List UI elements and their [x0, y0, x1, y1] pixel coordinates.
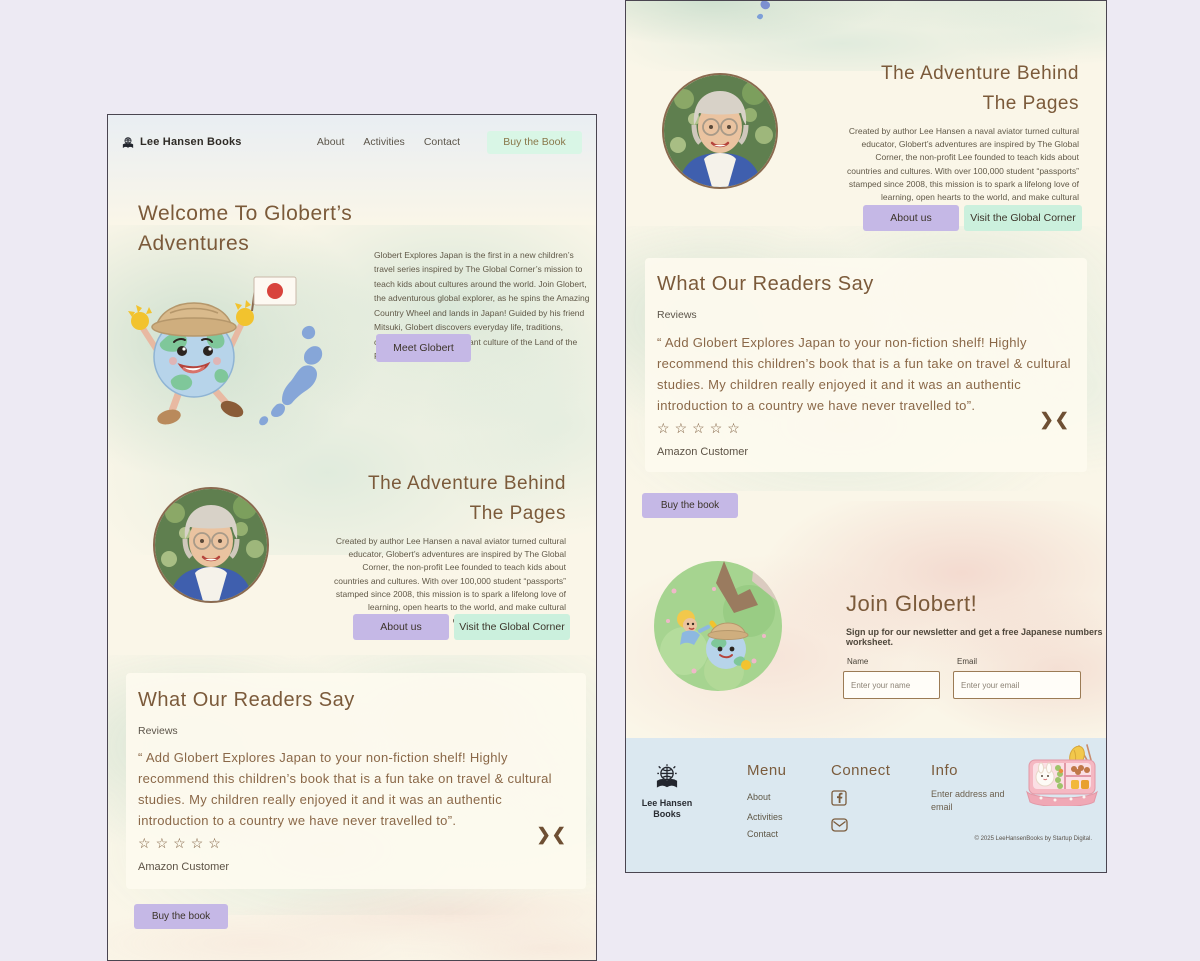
- star-icon: ☆: [155, 835, 174, 851]
- review-quote: “ Add Globert Explores Japan to your non…: [657, 335, 1071, 414]
- carousel-prev-icon[interactable]: ❮: [1054, 410, 1069, 429]
- reviews-label: Reviews: [138, 725, 178, 737]
- review-author: Amazon Customer: [657, 446, 749, 458]
- carousel-next-icon[interactable]: ❯: [1039, 410, 1054, 429]
- star-icon: ☆: [692, 420, 710, 436]
- nav-activities[interactable]: Activities: [363, 136, 405, 148]
- reviews-title: What Our Readers Say: [138, 689, 355, 711]
- brand-logo-icon: [122, 136, 134, 149]
- footer-link-contact[interactable]: Contact: [747, 829, 779, 839]
- name-field-wrap: [843, 671, 940, 699]
- name-label: Name: [847, 657, 869, 666]
- footer-link-activities[interactable]: Activities: [747, 812, 783, 822]
- footer-copyright: © 2025 LeeHansenBooks by Startup Digital…: [974, 836, 1093, 842]
- buy-the-book-button[interactable]: Buy the Book: [487, 130, 582, 154]
- website-mockup-top: Lee Hansen Books About Activities Contac…: [107, 114, 597, 961]
- about-paragraph: Created by author Lee Hansen a naval avi…: [847, 126, 1079, 215]
- star-icon: ☆: [657, 420, 675, 436]
- review-quote: “ Add Globert Explores Japan to your non…: [138, 750, 552, 829]
- visit-global-corner-button[interactable]: Visit the Global Corner: [964, 205, 1082, 231]
- about-title: The Adventure Behind The Pages: [880, 63, 1079, 115]
- footer-connect-title: Connect: [831, 762, 891, 779]
- buy-the-book-button[interactable]: Buy the book: [134, 904, 228, 929]
- footer-info-text: Enter address and email: [931, 789, 1005, 812]
- review-author: Amazon Customer: [138, 861, 230, 873]
- reviews-card: What Our Readers Say Reviews “ Add Globe…: [126, 673, 586, 889]
- meet-globert-button[interactable]: Meet Globert: [376, 334, 471, 362]
- footer-brand-line1: Lee Hansen: [641, 798, 693, 808]
- footer-link-about[interactable]: About: [747, 792, 771, 802]
- brand-name: Lee Hansen Books: [140, 136, 242, 148]
- star-icon: ☆: [190, 835, 209, 851]
- brand-logo-icon: [655, 764, 679, 795]
- carousel-prev-icon[interactable]: ❮: [551, 825, 566, 844]
- join-title: Join Globert!: [846, 591, 978, 616]
- email-input[interactable]: [953, 671, 1081, 699]
- star-icon: ☆: [208, 835, 226, 851]
- reviews-title: What Our Readers Say: [657, 273, 874, 295]
- site-footer: Lee Hansen Books Menu About Activities C…: [626, 738, 1106, 872]
- join-illustration: [654, 561, 782, 691]
- footer-menu-title: Menu: [747, 762, 787, 779]
- watercolor-green-wash: [626, 1, 1106, 71]
- join-subtitle: Sign up for our newsletter and get a fre…: [846, 627, 1103, 647]
- carousel-next-icon[interactable]: ❯: [536, 825, 551, 844]
- nav-contact[interactable]: Contact: [423, 136, 460, 148]
- star-icon: ☆: [674, 420, 693, 436]
- visit-global-corner-button[interactable]: Visit the Global Corner: [454, 614, 570, 640]
- globert-japan-illustration: [126, 265, 356, 445]
- name-input[interactable]: [843, 671, 940, 699]
- about-us-button[interactable]: About us: [353, 614, 449, 640]
- about-title: The Adventure Behind The Pages: [367, 473, 566, 525]
- email-field-wrap: [953, 671, 1081, 699]
- star-icon: ☆: [173, 835, 191, 851]
- nav-about[interactable]: About: [316, 136, 345, 148]
- japan-map-fragment: [754, 1, 778, 32]
- site-header: Lee Hansen Books About Activities Contac…: [108, 127, 596, 157]
- star-icon: ☆: [727, 420, 745, 436]
- footer-menu-col: Menu About Activities Contact: [747, 762, 787, 839]
- author-photo: [153, 487, 269, 603]
- about-us-button[interactable]: About us: [863, 205, 959, 231]
- footer-info-title: Info: [931, 762, 959, 779]
- mail-icon[interactable]: [831, 818, 890, 837]
- website-mockup-bottom: The Adventure Behind The Pages Created b…: [625, 0, 1107, 873]
- star-icon: ☆: [138, 835, 156, 851]
- footer-brand-block: Lee Hansen Books: [638, 764, 696, 821]
- footer-connect-col: Connect: [831, 762, 890, 837]
- star-rating: ☆☆☆☆☆: [138, 835, 226, 852]
- author-photo: [662, 73, 778, 189]
- buy-the-book-button[interactable]: Buy the book: [642, 493, 738, 518]
- star-rating: ☆☆☆☆☆: [657, 420, 745, 437]
- star-icon: ☆: [709, 420, 728, 436]
- footer-info-col: Info Enter address and email: [931, 762, 1023, 813]
- bento-box-illustration: [1021, 744, 1103, 811]
- footer-brand-line2: Books: [653, 809, 681, 820]
- email-label: Email: [957, 657, 978, 666]
- reviews-card: What Our Readers Say Reviews “ Add Globe…: [645, 258, 1087, 472]
- reviews-label: Reviews: [657, 309, 697, 321]
- hero-title: Welcome To Globert’s Adventures: [138, 202, 353, 255]
- facebook-icon[interactable]: [831, 790, 890, 811]
